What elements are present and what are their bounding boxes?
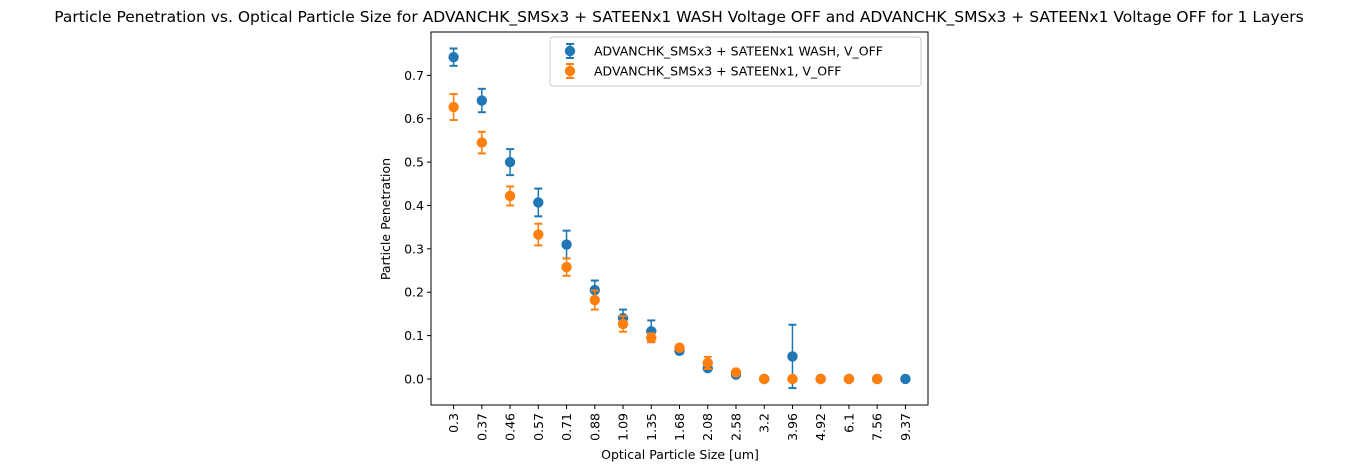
data-point <box>448 51 459 63</box>
data-point <box>702 357 713 369</box>
data-point <box>730 367 742 378</box>
data-point <box>504 190 516 202</box>
y-axis-label: Particle Penetration <box>378 158 393 280</box>
data-point <box>674 342 685 353</box>
y-tick-label: 0.4 <box>404 198 424 213</box>
x-tick-label: 0.57 <box>531 413 546 441</box>
chart-title: Particle Penetration vs. Optical Particl… <box>54 8 1303 27</box>
y-tick-label: 0.1 <box>404 328 424 343</box>
data-point <box>617 318 629 330</box>
x-tick-label: 6.1 <box>841 413 856 433</box>
x-tick-label: 0.3 <box>446 413 461 433</box>
x-tick-label: 2.58 <box>728 413 743 441</box>
x-tick-label: 0.88 <box>587 413 602 441</box>
y-tick-label: 0.7 <box>404 68 424 83</box>
data-point <box>843 373 855 385</box>
y-tick-label: 0.0 <box>404 371 424 386</box>
series-1 <box>448 47 911 390</box>
data-point <box>504 156 516 168</box>
x-tick-label: 1.09 <box>616 413 631 441</box>
data-point <box>533 197 544 208</box>
data-point <box>871 373 883 385</box>
legend-label: ADVANCHK_SMSx3 + SATEENx1 WASH, V_OFF <box>594 44 883 59</box>
legend-marker <box>564 45 576 57</box>
x-tick-label: 2.08 <box>700 413 715 441</box>
x-tick-label: 4.92 <box>813 413 828 441</box>
legend: ADVANCHK_SMSx3 + SATEENx1 WASH, V_OFF ADV… <box>549 36 922 87</box>
y-tick-label: 0.6 <box>404 111 424 126</box>
x-tick-label: 9.37 <box>898 413 913 441</box>
y-tick-label: 0.3 <box>404 241 424 256</box>
x-tick-label: 0.71 <box>559 413 574 441</box>
data-point <box>815 373 826 385</box>
x-tick-label: 0.37 <box>474 413 489 441</box>
x-tick-label: 7.56 <box>870 413 885 441</box>
x-tick-label: 0.46 <box>503 413 518 441</box>
data-point <box>900 373 911 385</box>
data-point <box>646 332 657 343</box>
data-point <box>476 137 488 148</box>
x-tick-label: 1.35 <box>644 413 659 441</box>
x-axis: 0.3 0.37 0.46 0.57 0.71 0.88 1.09 1.35 1.68 2.08 2… <box>446 405 913 441</box>
legend-box <box>549 36 922 87</box>
series-layer <box>448 47 911 390</box>
y-tick-label: 0.5 <box>404 155 424 170</box>
data-point <box>448 101 459 113</box>
series-2 <box>448 93 883 385</box>
x-tick-label: 1.68 <box>672 413 687 441</box>
legend-label: ADVANCHK_SMSx3 + SATEENx1, V_OFF <box>594 64 841 79</box>
data-point <box>561 261 572 273</box>
x-tick-label: 3.2 <box>757 413 772 433</box>
data-point <box>787 373 798 385</box>
y-tick-label: 0.2 <box>404 285 424 300</box>
x-tick-label: 3.96 <box>785 413 800 441</box>
data-point <box>787 351 798 362</box>
y-axis: 0.0 0.1 0.2 0.3 0.4 0.5 0.6 0.7 <box>404 68 431 386</box>
data-point <box>759 373 770 385</box>
data-point <box>589 294 600 306</box>
x-axis-label: Optical Particle Size [um] <box>601 447 759 462</box>
legend-marker <box>564 65 576 77</box>
data-point <box>533 229 544 240</box>
data-point <box>476 95 488 106</box>
data-point <box>561 239 572 250</box>
